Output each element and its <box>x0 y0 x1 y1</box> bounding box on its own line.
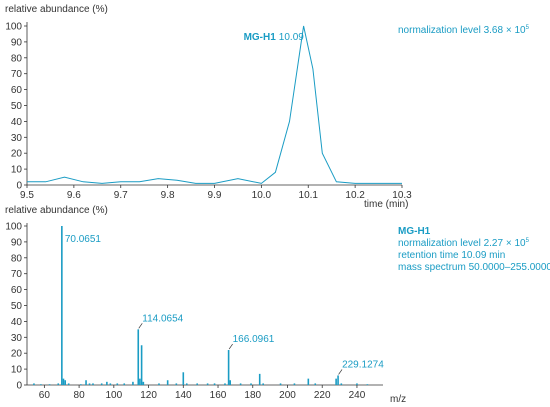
chromatogram-ytick-label: 60 <box>11 85 23 96</box>
spectrum-ytick-label: 10 <box>11 365 23 376</box>
chromatogram-ytick-label: 100 <box>5 22 22 33</box>
chromatogram-ytick-label: 20 <box>11 149 23 160</box>
spectrum-peak-label: 166.0961 <box>233 334 275 345</box>
spectrum-xtick-label: 140 <box>175 390 192 401</box>
spectrum-xtick-label: 220 <box>314 390 331 401</box>
spectrum-xtick-label: 160 <box>210 390 227 401</box>
chromatogram-xtick-label: 9.7 <box>114 190 128 201</box>
spectrum-peak-label: 114.0654 <box>142 313 183 324</box>
spectrum-ytick-label: 90 <box>11 237 23 248</box>
chromatogram-xtick-label: 10.2 <box>345 190 365 201</box>
spectrum-normalization-exponent: 5 <box>526 238 530 244</box>
spectrum-ytick-label: 0 <box>16 381 22 392</box>
chromatogram-xtick-label: 9.8 <box>161 190 175 201</box>
spectrum-ticks: 0 10 20 30 40 50 60 70 80 90 100 60 80 100 120 140 160 18… <box>5 222 365 402</box>
chromatogram-ytick-label: 0 <box>16 181 22 192</box>
chromatogram-normalization-exponent: 5 <box>526 25 530 31</box>
spectrum-xlabel: m/z <box>390 394 406 405</box>
spectrum-peak-label: 70.0651 <box>65 234 102 245</box>
spectrum-xtick-label: 60 <box>39 390 51 401</box>
spectrum-normalization-text: normalization level 2.27 × 10 <box>398 238 526 249</box>
spectrum-ytick-label: 30 <box>11 333 23 344</box>
spectrum-xtick-label: 80 <box>74 390 86 401</box>
spectrum-xtick-label: 100 <box>105 390 122 401</box>
spectrum-xtick-label: 180 <box>244 390 261 401</box>
spectrum-xtick-label: 200 <box>279 390 296 401</box>
spectrum-peak-label-leader <box>138 323 143 329</box>
chromatogram-xtick-label: 9.9 <box>208 190 222 201</box>
chromatogram-chart: relative abundance (%) 0 10 20 30 40 50 60 70 80… <box>5 4 530 210</box>
chromatogram-ytick-label: 90 <box>11 37 23 48</box>
spectrum-xtick-label: 240 <box>349 390 366 401</box>
chromatogram-series-line <box>27 25 402 184</box>
chromatogram-xtick-label: 9.5 <box>20 190 34 201</box>
spectrum-ytick-label: 80 <box>11 253 23 264</box>
spectrum-ytick-label: 100 <box>5 222 22 233</box>
chromatogram-ytick-label: 30 <box>11 133 23 144</box>
chromatogram-normalization-label: normalization level 3.68 × 105 <box>398 25 530 36</box>
spectrum-compound-name: MG-H1 <box>398 226 431 237</box>
chromatogram-ytick-label: 50 <box>11 101 23 112</box>
chromatogram-ticks: 0 10 20 30 40 50 60 70 80 90 100 9.5 9.6 9.7 9.8 9.9 10.… <box>5 22 412 202</box>
spectrum-peak-labels: 70.0651 114.0654 166.0961 229.1274 <box>65 234 384 375</box>
spectrum-ytick-label: 60 <box>11 285 23 296</box>
spectrum-ytick-label: 50 <box>11 301 23 312</box>
spectrum-mass-range: mass spectrum 50.0000–255.0000 <box>398 262 550 273</box>
spectrum-peak-label-leader <box>338 369 343 375</box>
chromatogram-xtick-label: 9.6 <box>67 190 81 201</box>
chromatogram-ylabel: relative abundance (%) <box>5 4 108 15</box>
spectrum-peak-label-leader <box>228 343 233 350</box>
chromatogram-peak-label: MG-H1 10.09 <box>244 32 305 43</box>
spectrum-ytick-label: 20 <box>11 349 23 360</box>
spectrum-retention-time: retention time 10.09 min <box>398 250 505 261</box>
chromatogram-xtick-label: 10.3 <box>392 190 412 201</box>
chromatogram-peak-name: MG-H1 <box>244 32 277 43</box>
spectrum-peak-label: 229.1274 <box>342 359 384 370</box>
spectrum-ylabel: relative abundance (%) <box>5 205 108 216</box>
spectrum-ytick-label: 40 <box>11 317 23 328</box>
spectrum-xtick-label: 120 <box>140 390 157 401</box>
chromatogram-ytick-label: 70 <box>11 69 23 80</box>
spectrum-normalization-label: normalization level 2.27 × 105 <box>398 238 530 249</box>
chromatogram-ytick-label: 80 <box>11 53 23 64</box>
spectrum-ytick-label: 70 <box>11 269 23 280</box>
chromatogram-xtick-label: 10.0 <box>252 190 272 201</box>
mass-spectrum-chart: relative abundance (%) 0 10 20 30 40 50 60 70 80… <box>5 205 550 405</box>
chromatogram-xtick-label: 10.1 <box>299 190 319 201</box>
spectrum-peaks <box>33 226 369 385</box>
chromatogram-ytick-label: 40 <box>11 117 23 128</box>
chromatogram-peak-rt: 10.09 <box>279 32 304 43</box>
chromatogram-xlabel: time (min) <box>364 199 408 210</box>
chromatogram-normalization-text: normalization level 3.68 × 10 <box>398 25 526 36</box>
chromatogram-ytick-label: 10 <box>11 165 23 176</box>
